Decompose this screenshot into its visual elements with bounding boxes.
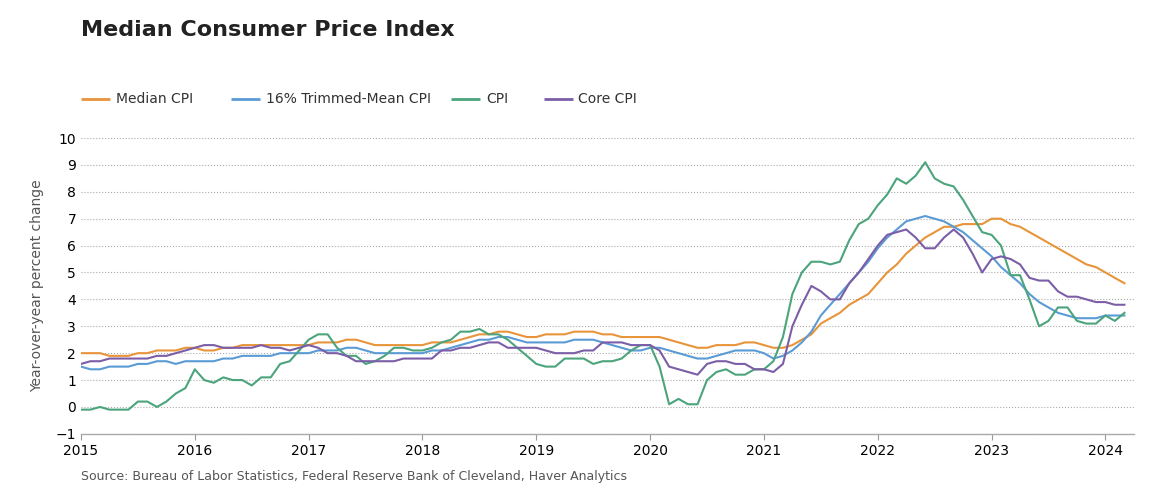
Text: Core CPI: Core CPI bbox=[578, 92, 638, 106]
16% Trimmed-Mean CPI bbox=[472, 337, 486, 343]
Text: CPI: CPI bbox=[486, 92, 508, 106]
Median CPI bbox=[320, 340, 334, 346]
Core CPI bbox=[1098, 299, 1112, 305]
Median CPI bbox=[1118, 281, 1132, 286]
CPI bbox=[311, 331, 325, 337]
Median CPI bbox=[74, 350, 88, 356]
Text: Median Consumer Price Index: Median Consumer Price Index bbox=[81, 20, 455, 40]
Median CPI bbox=[985, 216, 998, 222]
Core CPI bbox=[311, 345, 325, 351]
Median CPI bbox=[567, 329, 581, 335]
Median CPI bbox=[472, 331, 486, 337]
Line: CPI: CPI bbox=[81, 162, 1125, 410]
16% Trimmed-Mean CPI bbox=[691, 355, 705, 361]
Core CPI bbox=[558, 350, 572, 356]
16% Trimmed-Mean CPI bbox=[919, 213, 933, 219]
CPI bbox=[558, 355, 572, 361]
Core CPI bbox=[463, 345, 477, 351]
CPI bbox=[340, 353, 354, 359]
Core CPI bbox=[691, 372, 705, 378]
Core CPI bbox=[899, 226, 913, 232]
Median CPI bbox=[349, 337, 363, 343]
16% Trimmed-Mean CPI bbox=[83, 366, 97, 372]
Text: 16% Trimmed-Mean CPI: 16% Trimmed-Mean CPI bbox=[266, 92, 432, 106]
Core CPI bbox=[681, 369, 695, 375]
Line: Median CPI: Median CPI bbox=[81, 219, 1125, 356]
Y-axis label: Year-over-year percent change: Year-over-year percent change bbox=[30, 179, 44, 392]
CPI bbox=[681, 401, 695, 407]
Line: Core CPI: Core CPI bbox=[81, 229, 1125, 375]
Text: Source: Bureau of Labor Statistics, Federal Reserve Bank of Cleveland, Haver Ana: Source: Bureau of Labor Statistics, Fede… bbox=[81, 470, 627, 483]
16% Trimmed-Mean CPI bbox=[320, 348, 334, 353]
16% Trimmed-Mean CPI bbox=[1098, 313, 1112, 318]
16% Trimmed-Mean CPI bbox=[567, 337, 581, 343]
Text: Median CPI: Median CPI bbox=[116, 92, 193, 106]
16% Trimmed-Mean CPI bbox=[1118, 313, 1132, 318]
Line: 16% Trimmed-Mean CPI: 16% Trimmed-Mean CPI bbox=[81, 216, 1125, 369]
Core CPI bbox=[74, 361, 88, 367]
CPI bbox=[74, 407, 88, 413]
Core CPI bbox=[340, 353, 354, 359]
CPI bbox=[1089, 320, 1103, 326]
Core CPI bbox=[1118, 302, 1132, 308]
CPI bbox=[1118, 310, 1132, 316]
CPI bbox=[919, 159, 933, 165]
16% Trimmed-Mean CPI bbox=[74, 364, 88, 370]
CPI bbox=[463, 329, 477, 335]
Median CPI bbox=[691, 345, 705, 351]
16% Trimmed-Mean CPI bbox=[349, 345, 363, 351]
Median CPI bbox=[1098, 270, 1112, 276]
Median CPI bbox=[103, 353, 117, 359]
